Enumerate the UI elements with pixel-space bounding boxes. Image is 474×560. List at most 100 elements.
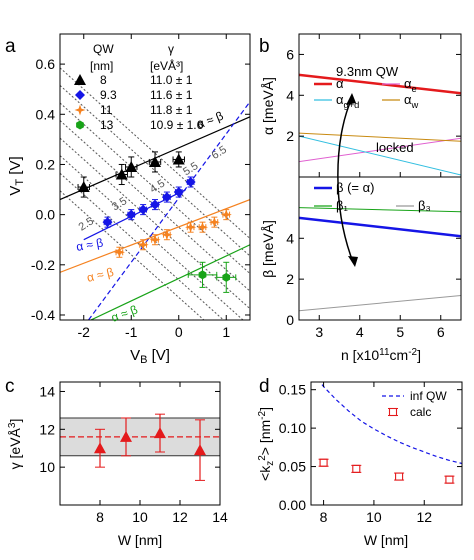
legend-header-gamma: γ [168, 42, 174, 56]
gamma-contour-label: 4.5 [148, 178, 167, 196]
alpha-beta-annotation: α ≈ β [75, 235, 104, 254]
alpha-beta-annotation: α ≈ β [195, 109, 225, 132]
legend-marker-star [74, 104, 86, 116]
series-line [299, 132, 461, 142]
panel-c-xlabel: W [nm] [118, 532, 162, 548]
legend-marker-hexagon [76, 120, 84, 130]
panel-a-ytick-label: 0.0 [36, 207, 56, 223]
panel-a-frame [59, 33, 251, 321]
series-line [299, 73, 461, 95]
gamma-contour-label: 6.5 [210, 144, 229, 162]
legend-qw: 11 [100, 103, 113, 117]
legend-label: β (= α) [336, 180, 374, 195]
data-point-triangle [120, 430, 132, 442]
data-point-star [185, 221, 197, 233]
series-line [299, 216, 461, 238]
series-line [299, 207, 461, 213]
legend-gamma: 11.6 ± 1 [150, 88, 193, 102]
panel-b-top-ytick-label: 2 [286, 128, 294, 144]
panel-c-xtick-label: 12 [172, 509, 188, 525]
legend-label: αe [404, 76, 417, 94]
panel-c-xtick-label: 10 [132, 509, 148, 525]
panel-c-ytick-label: 14 [39, 383, 55, 399]
legend-label: α [336, 76, 344, 91]
legend-gamma: 11.8 ± 1 [150, 103, 193, 117]
panel-d-xlabel: W [nm] [364, 532, 408, 548]
data-point-diamond [102, 217, 113, 228]
panel-d-ytick-label: 0.00 [279, 497, 306, 513]
gamma-contour-line [60, 85, 250, 257]
panel-c-ylabel: γ [eVÅ3] [7, 419, 23, 470]
alpha-beta-annotation: α ≈ β [109, 302, 139, 324]
panel-a-ytick-label: 0.2 [36, 156, 56, 172]
panel-b-xtick-label: 6 [437, 324, 445, 340]
gamma-contour-line [60, 102, 250, 274]
legend-qw: 13 [100, 118, 114, 132]
panel-label-d: d [259, 376, 270, 397]
inf-qw-curve [319, 382, 462, 465]
legend-label: αw [404, 92, 419, 110]
gamma-contour-line [60, 120, 250, 292]
data-point-diamond [150, 199, 160, 210]
panel-c-xtick-label: 8 [96, 509, 104, 525]
data-point-star [113, 246, 125, 258]
panel-a-chart: -2 -1 0 1 -0.4 -0.2 0.0 0.2 0.4 0.6 QW [nm] γ [eVÅ³]… [7, 33, 251, 366]
data-point-hexagon [198, 270, 207, 280]
data-point-triangle [194, 444, 206, 456]
panel-a-ylabel: VT [V] [7, 156, 26, 195]
panel-b-bottom-ytick-label: 4 [286, 230, 294, 246]
panel-a-xlabel: VB [V] [130, 347, 170, 366]
legend-gamma: 10.9 ± 1.6 [150, 118, 204, 132]
series-line [299, 294, 461, 312]
panel-label-a: a [5, 36, 16, 57]
panel-b-chart: 3 4 5 6 2 4 6 0 2 4 α αe αg+d αw β (= α) β₁ β₃ 9.3nm QW… [260, 33, 462, 363]
panel-d-frame [310, 381, 463, 506]
panel-b-bottom-frame [298, 176, 462, 321]
calc-data-point [395, 472, 404, 481]
gamma-range-band [60, 417, 220, 456]
legend-marker-diamond [75, 90, 85, 100]
data-point-star [220, 209, 232, 221]
data-point-triangle [125, 160, 138, 172]
legend-marker [388, 407, 398, 417]
calc-data-point [319, 458, 328, 467]
data-point-star [149, 234, 161, 246]
data-point-diamond [138, 204, 149, 215]
panel-a-xtick-label: -2 [78, 324, 91, 340]
panel-b-top-ytick-label: 6 [286, 46, 294, 62]
data-point-star [197, 221, 208, 233]
data-point-triangle [149, 155, 161, 167]
legend-label: inf QW [410, 389, 447, 403]
data-point-diamond [173, 187, 184, 198]
data-point-star [208, 216, 220, 228]
legend-label: β₁ [336, 198, 348, 213]
panel-a-legend: QW [nm] γ [eVÅ³] 8 11.0 ± 1 9.3 11.6 ± 1 11 11.8 … [74, 42, 204, 132]
panel-d-xtick-label: 12 [416, 509, 432, 525]
gamma-contour-label: 5.5 [181, 160, 200, 178]
panel-a-xtick-label: 0 [175, 324, 183, 340]
legend-label: β₃ [418, 198, 431, 213]
panel-b-locked-label: locked [376, 140, 414, 155]
data-point-triangle [77, 181, 90, 193]
series-line [299, 135, 461, 176]
panel-d-ytick-label: 0.10 [279, 420, 306, 436]
data-point-hexagon [222, 272, 231, 282]
panel-a-ytick-label: 0.4 [36, 106, 56, 122]
panel-b-xtick-label: 4 [356, 324, 364, 340]
data-point-star [161, 229, 173, 241]
panel-b-bottom-ylabel: β [meVÅ] [260, 220, 276, 278]
panel-b-xtick-label: 3 [315, 324, 323, 340]
legend-label: αg+d [336, 92, 359, 110]
panel-b-xtick-label: 5 [396, 324, 404, 340]
locked-arrow [337, 93, 358, 267]
calc-data-point [352, 464, 361, 473]
panel-d-ytick-label: 0.15 [279, 382, 306, 398]
data-point-diamond [126, 209, 137, 220]
fit-line [90, 244, 250, 320]
gamma-contour-line [60, 137, 250, 310]
fit-line [88, 101, 250, 320]
data-point-diamond [185, 177, 196, 188]
panel-c-xtick-label: 14 [212, 509, 228, 525]
panel-label-b: b [259, 36, 270, 57]
panel-b-title: 9.3nm QW [336, 64, 399, 79]
